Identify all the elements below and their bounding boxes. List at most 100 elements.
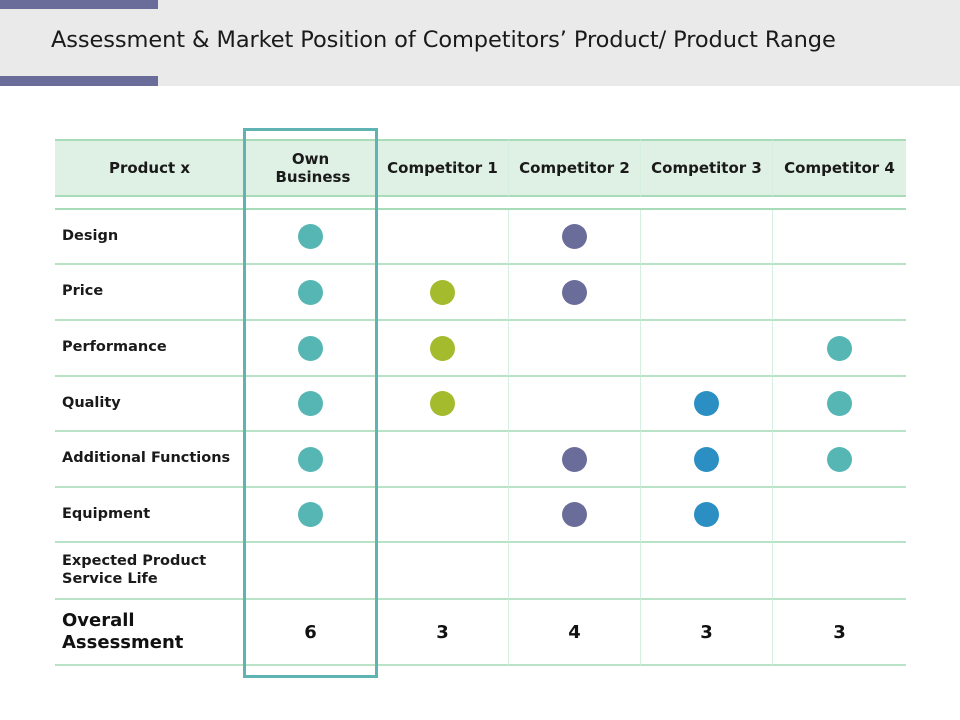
column-header-product: Product x [55,139,245,197]
row-label-cell: Price [55,265,245,321]
table-cell [773,488,906,543]
row-label-cell: Design [55,210,245,265]
total-value-cell: 3 [377,600,509,666]
rating-dot-teal [827,335,852,361]
row-label: Equipment [62,505,151,522]
total-value-cell: 3 [641,600,773,666]
table-cell [245,210,377,265]
column-header-competitor-1: Competitor 1 [377,139,509,197]
row-label-cell: Expected Product Service Life [55,543,245,600]
page-title: Assessment & Market Position of Competit… [51,27,836,53]
row-label-cell: Performance [55,321,245,377]
rating-dot-teal [298,224,323,249]
rating-dot-teal [827,391,852,416]
row-label-cell: Quality [55,377,245,432]
table-cell [245,488,377,543]
table-cell [641,210,773,265]
header-spacer [377,197,509,210]
column-header-label: Product x [108,159,191,177]
total-value: 3 [700,621,713,643]
row-label: Design [62,227,119,244]
rating-dot-olive [430,279,455,305]
table-cell [641,488,773,543]
table-cell [377,432,509,488]
table-cell [509,432,641,488]
column-header-competitor-2: Competitor 2 [509,139,641,197]
total-value: 3 [833,621,846,643]
table-cell [245,265,377,321]
column-header-label: Competitor 3 [651,159,762,177]
column-header-label: Competitor 2 [519,159,630,177]
table-cell [641,432,773,488]
accent-bar-top [0,0,158,9]
table-cell [377,321,509,377]
rating-dot-teal [298,502,323,527]
column-header-own-business: Own Business [245,139,377,197]
rating-dot-indigo [562,224,587,249]
rating-dot-teal [298,446,323,472]
table-cell [641,321,773,377]
table-cell [773,432,906,488]
row-label: Expected Product Service Life [62,553,207,587]
table-cell [773,265,906,321]
row-label: Additional Functions [62,450,231,467]
rating-dot-blue [694,446,719,472]
row-label: Performance [62,339,167,356]
table-cell [773,321,906,377]
table-cell [509,265,641,321]
rating-dot-blue [694,502,719,527]
rating-dot-teal [298,279,323,305]
table-cell [245,377,377,432]
table-cell [245,321,377,377]
table-cell [509,377,641,432]
total-label-cell: Overall Assessment [55,600,245,666]
total-value: 3 [436,621,449,643]
header-spacer [641,197,773,210]
assessment-table: Product x Own Business Competitor 1 Competi… [55,139,906,667]
column-header-label: Own Business [275,150,351,186]
rating-dot-indigo [562,502,587,527]
total-value-cell: 6 [245,600,377,666]
total-value: 6 [304,621,317,643]
rating-dot-olive [430,335,455,361]
table-cell [773,377,906,432]
table-cell [377,488,509,543]
total-value: 4 [568,621,581,643]
overall-assessment-label: Overall Assessment [62,610,184,653]
rating-dot-teal [298,335,323,361]
table-cell [377,543,509,600]
table-cell [245,543,377,600]
rating-dot-indigo [562,446,587,472]
total-value-cell: 4 [509,600,641,666]
header-spacer [55,197,245,210]
accent-bar-bottom [0,76,158,86]
rating-dot-teal [298,391,323,416]
column-header-competitor-4: Competitor 4 [773,139,906,197]
table-cell [509,210,641,265]
header-spacer [245,197,377,210]
row-label-cell: Equipment [55,488,245,543]
rating-dot-indigo [562,279,587,305]
rating-dot-teal [827,446,852,472]
table-cell [773,543,906,600]
column-header-label: Competitor 1 [387,159,498,177]
table-cell [773,210,906,265]
row-label-cell: Additional Functions [55,432,245,488]
table-cell [641,543,773,600]
row-label: Quality [62,394,121,411]
title-band [0,0,960,86]
header-spacer [773,197,906,210]
table-cell [509,321,641,377]
table-cell [245,432,377,488]
rating-dot-blue [694,391,719,416]
column-header-label: Competitor 4 [784,159,895,177]
column-header-competitor-3: Competitor 3 [641,139,773,197]
table-cell [509,543,641,600]
table-cell [377,377,509,432]
table-cell [641,377,773,432]
rating-dot-olive [430,391,455,416]
table-cell [377,265,509,321]
table-cell [509,488,641,543]
total-value-cell: 3 [773,600,906,666]
header-spacer [509,197,641,210]
